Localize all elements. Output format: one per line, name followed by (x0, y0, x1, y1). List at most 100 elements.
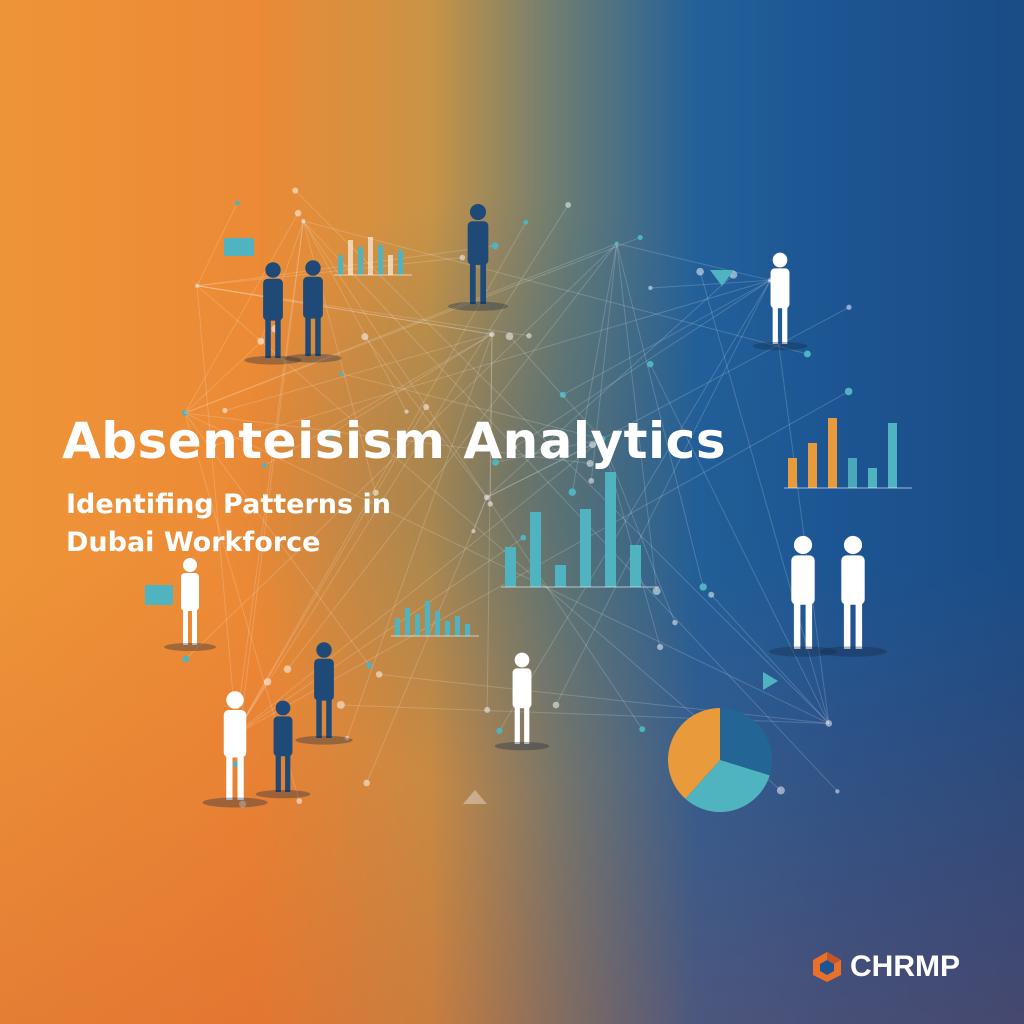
network-line (509, 336, 603, 440)
network-line (184, 412, 370, 666)
network-node (296, 798, 303, 804)
network-node (375, 671, 383, 678)
network-node (404, 409, 409, 414)
network-node (526, 333, 532, 339)
network-line (196, 285, 493, 335)
network-node (647, 360, 654, 368)
person-shadow (769, 646, 837, 657)
person-leg (326, 698, 332, 738)
network-line (302, 220, 407, 412)
network-line (346, 334, 493, 739)
person-head (183, 558, 197, 572)
person-head (305, 260, 321, 276)
person-head (793, 535, 813, 555)
network-node (234, 200, 240, 206)
network-line (486, 497, 643, 730)
network-node (492, 458, 499, 466)
person-leg (305, 316, 311, 356)
network-line (197, 285, 530, 337)
decorative-bar (395, 618, 400, 636)
network-node (672, 619, 678, 626)
person-body (223, 710, 247, 758)
network-node (552, 701, 560, 709)
network-line (196, 285, 782, 791)
network-node (568, 488, 577, 496)
network-line (489, 334, 493, 504)
person-head (514, 652, 530, 668)
person-leg (237, 755, 244, 800)
network-node (182, 655, 190, 663)
network-node (339, 371, 344, 376)
decorative-bar (415, 614, 420, 636)
network-node (825, 720, 833, 727)
person-shadow (448, 301, 508, 311)
person-shadow (819, 646, 887, 657)
speech-bubble-icon (224, 238, 254, 256)
network-line (366, 497, 488, 784)
network-line (213, 279, 771, 447)
network-line (486, 438, 603, 498)
decorative-bar (405, 608, 410, 636)
network-node (844, 387, 853, 396)
triangle-icon (463, 790, 487, 804)
person-head (226, 691, 244, 709)
network-line (710, 594, 830, 724)
network-node (336, 700, 345, 709)
person-leg (285, 754, 291, 792)
network-line (650, 279, 771, 289)
decorative-bar (338, 255, 343, 275)
network-line (234, 204, 569, 736)
network-line (340, 704, 829, 724)
network-line (601, 438, 676, 623)
network-node (523, 219, 529, 225)
brand-name: CHRMP (850, 950, 960, 983)
decorative-bar (605, 472, 616, 587)
network-node (294, 209, 302, 217)
network-node (344, 735, 350, 741)
network-line (197, 245, 496, 287)
decorative-bar (378, 245, 383, 275)
network-node (657, 643, 664, 651)
network-line (341, 373, 603, 440)
network-line (769, 280, 830, 724)
network-line (590, 243, 618, 481)
person-body (181, 573, 199, 611)
network-line (184, 237, 641, 414)
person-shadow (295, 735, 353, 745)
network-node (363, 779, 371, 787)
network-node (326, 430, 335, 438)
decorative-bar (455, 616, 460, 636)
decorative-bar (425, 601, 430, 636)
person-leg (772, 306, 778, 344)
person-leg (275, 318, 281, 358)
network-line (184, 328, 276, 414)
decorative-bar (848, 458, 857, 488)
network-node (361, 333, 369, 341)
person-body (512, 668, 532, 709)
person-body (263, 278, 283, 321)
pie-slice (685, 760, 770, 812)
network-node (589, 441, 597, 449)
network-node (491, 242, 499, 250)
network-line (196, 285, 493, 335)
person-leg (782, 306, 788, 344)
person-body (467, 221, 489, 265)
network-node (262, 463, 267, 468)
person-shadow (284, 353, 342, 363)
person-body (303, 276, 323, 319)
person-shadow (164, 643, 216, 651)
network-node (639, 726, 646, 733)
network-line (486, 334, 493, 710)
network-line (514, 279, 771, 448)
network-line (185, 243, 618, 660)
person-shadow (255, 789, 311, 799)
person-body (791, 555, 815, 605)
network-node (423, 403, 430, 411)
network-node (512, 444, 517, 450)
decorative-bar (530, 512, 541, 587)
network-node (459, 254, 466, 261)
network-node (292, 187, 299, 194)
network-node (496, 727, 503, 734)
person-leg (183, 609, 188, 645)
poster-subtitle: Identifing Patterns in Dubai Workforce (66, 486, 466, 562)
